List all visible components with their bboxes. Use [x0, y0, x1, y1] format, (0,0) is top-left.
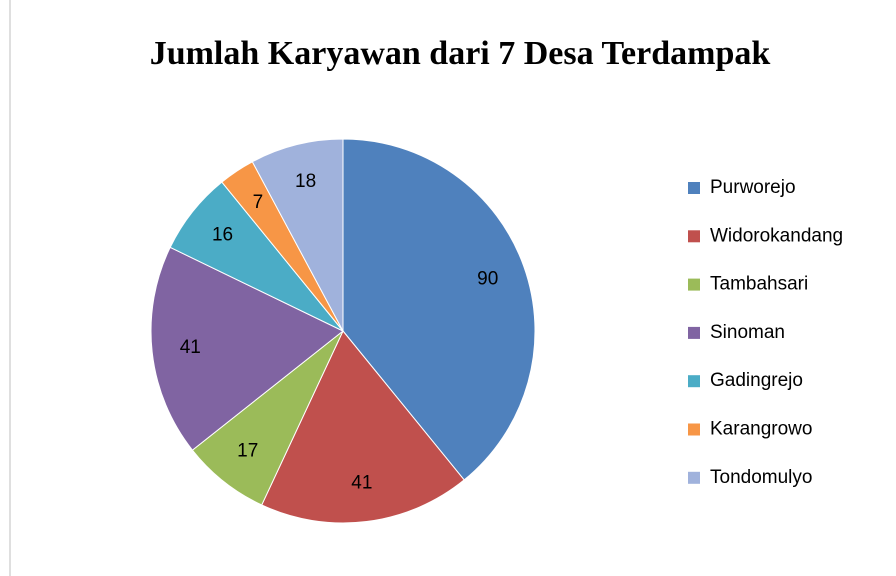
data-label: 90	[477, 269, 498, 290]
legend-label: Tambahsari	[710, 274, 808, 295]
legend-label: Sinoman	[710, 322, 785, 343]
pie-slice	[342, 138, 536, 481]
pie-slice	[150, 246, 344, 451]
pie-slice	[251, 138, 344, 332]
data-label: 41	[351, 472, 372, 493]
data-label: 17	[237, 440, 258, 461]
legend-swatch	[688, 375, 700, 388]
legend-swatch	[688, 182, 700, 194]
pie-slice	[261, 330, 465, 524]
legend-label: Karangrowo	[710, 419, 812, 440]
legend-swatch	[688, 423, 700, 436]
legend-label: Purworejo	[710, 177, 796, 198]
legend-label: Tondomulyo	[710, 467, 812, 488]
data-label: 18	[295, 171, 316, 192]
data-label: 16	[212, 225, 233, 246]
legend-label: Gadingrejo	[710, 370, 803, 391]
legend-swatch	[688, 230, 700, 243]
legend-swatch	[688, 326, 700, 339]
chart-title: Jumlah Karyawan dari 7 Desa Terdampak	[150, 35, 771, 72]
legend-swatch	[688, 278, 700, 291]
legend-swatch	[688, 471, 700, 484]
data-label: 41	[180, 337, 201, 358]
data-label: 7	[253, 192, 264, 213]
legend-label: Widorokandang	[710, 225, 843, 246]
